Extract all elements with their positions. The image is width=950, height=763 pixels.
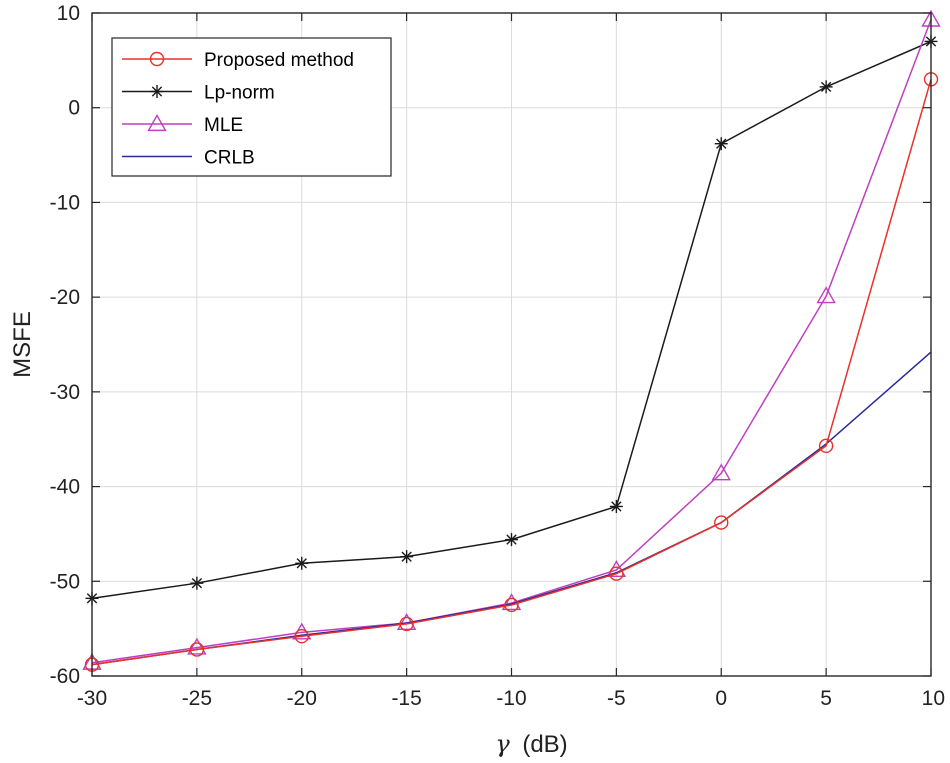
x-tick-label: -5 [607,687,626,710]
data-point-lp-norm [714,137,728,151]
legend-marker-mle [147,114,167,132]
data-point-lp-norm-stroke [611,501,622,512]
legend-marker-lp-norm-stroke [151,86,163,97]
x-tick-label: -20 [287,687,317,710]
x-axis-label: γ (dB) [495,730,567,758]
x-tick-label: 0 [715,687,727,710]
data-point-lp-norm-stroke [820,81,832,93]
legend-box [111,37,392,177]
legend-item-proposed-method: Proposed method [122,50,354,71]
x-tick-label: -30 [77,687,107,710]
data-point-proposed-method [818,438,834,454]
data-point-proposed-method-shape [714,515,729,530]
x-axis-label-symbol: γ [495,730,510,758]
data-point-proposed-method-shape [399,616,414,632]
legend-marker-lp-norm [150,85,164,98]
data-point-proposed-method [714,515,729,530]
y-tick-label: -50 [50,570,80,593]
series-line-mle [91,19,932,664]
x-axis-label-unit: (dB) [522,731,567,758]
legend-item-mle: MLE [122,114,243,136]
legend: Proposed method Lp-norm MLE CRLB [111,37,392,177]
data-point-proposed-method-shape [294,629,309,644]
series-line-proposed-method [91,79,932,666]
data-point-proposed-method-shape [609,566,624,581]
y-tick-label: -40 [50,476,80,499]
x-tick-label: -25 [182,687,212,710]
ticks: -30 -25 -20 -15 -10 -5 0 5 10-60-50-40-30-20-100… [50,2,945,710]
y-tick-label: -30 [50,381,80,404]
data-point-proposed-method-shape [504,597,519,613]
data-point-proposed-method [504,597,519,613]
data-point-proposed-method-shape [818,438,834,454]
data-point-lp-norm-stroke [401,551,412,562]
data-point-lp-norm-stroke [296,558,307,569]
y-tick-label: 10 [57,2,80,25]
data-point-mle [816,286,836,304]
data-point-mle-shape [816,286,836,304]
y-tick-label: -10 [50,191,80,214]
x-tick-label: 5 [820,687,832,710]
legend-item-crlb: CRLB [122,148,255,169]
data-point-lp-norm [609,499,623,513]
data-point-mle [187,637,207,655]
legend-label-crlb: CRLB [204,148,255,169]
legend-label-proposed-method: Proposed method [204,50,354,71]
data-point-lp-norm [819,80,833,94]
data-point-proposed-method [399,616,414,632]
y-tick-label: 0 [68,97,80,120]
data-point-proposed-method [294,629,309,644]
data-point-mle-shape [187,637,207,655]
data-point-mle [711,463,731,481]
legend-marker-proposed-method-shape [149,51,165,67]
data-point-lp-norm-stroke [716,138,727,149]
data-point-mle-shape [711,463,731,481]
legend-label-mle: MLE [204,115,243,136]
data-point-lp-norm [505,533,518,547]
data-point-lp-norm-stroke [191,578,203,589]
x-tick-label: -15 [391,687,421,710]
legend-item-lp-norm: Lp-norm [122,83,275,104]
data-point-proposed-method-shape [189,642,205,657]
legend-label-lp-norm: Lp-norm [204,83,275,104]
data-point-lp-norm-stroke [506,534,517,545]
x-tick-label: -10 [496,687,526,710]
y-tick-label: -20 [50,286,80,309]
legend-marker-proposed-method [149,51,165,67]
legend-marker-mle-shape [147,114,167,132]
x-tick-label: 10 [922,687,945,710]
data-point-proposed-method [189,642,205,657]
data-point-proposed-method [609,566,624,581]
data-point-lp-norm [400,550,414,564]
data-point-lp-norm [295,556,309,570]
y-tick-label: -60 [50,665,80,688]
data-point-lp-norm [190,576,204,590]
y-axis-label: MSFE [9,311,36,378]
